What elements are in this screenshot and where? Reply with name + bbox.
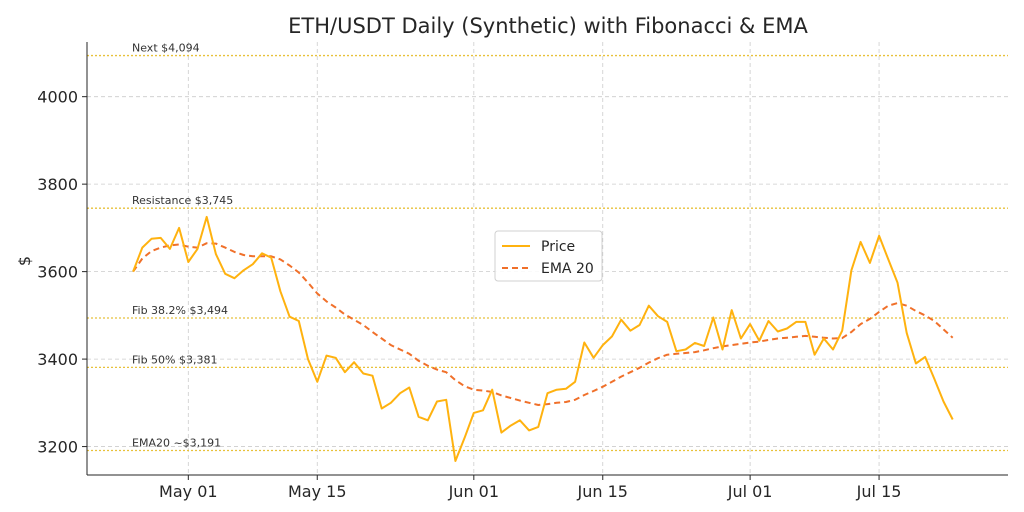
x-tick-label: Jul 15 [856,482,902,501]
x-tick-label: May 15 [288,482,347,501]
y-tick-label: 3200 [37,438,78,457]
x-tick-label: Jul 01 [727,482,773,501]
y-tick-label: 4000 [37,88,78,107]
grid [87,42,1008,475]
ticks: May 01 May 15 Jun 01 Jun 15 Jul 01 Jul 15 3200… [37,88,901,501]
legend-ema-label: EMA 20 [541,261,594,277]
series [132,215,954,462]
y-axis-label: $ [15,256,34,266]
legend: Price EMA 20 [494,230,603,282]
x-tick-label: Jun 01 [448,482,499,501]
price-line [132,215,954,462]
y-tick-label: 3400 [37,350,78,369]
x-tick-label: May 01 [159,482,218,501]
reference-lines: Next $4,094 Resistance $3,745 Fib 38.2% $3… [87,42,1008,452]
y-tick-label: 3800 [37,175,78,194]
legend-box [494,230,603,282]
reference-line-label: EMA20 ~$3,191 [132,437,221,450]
reference-line-label: Fib 50% $3,381 [132,353,218,366]
reference-line-label: Next $4,094 [132,42,200,55]
y-tick-label: 3600 [37,263,78,282]
reference-line-label: Fib 38.2% $3,494 [132,304,228,317]
chart-title: ETH/USDT Daily (Synthetic) with Fibonacc… [288,14,808,38]
x-tick-label: Jun 15 [577,482,628,501]
legend-price-label: Price [541,239,575,255]
axes [86,42,1008,476]
reference-line-label: Resistance $3,745 [132,194,233,207]
